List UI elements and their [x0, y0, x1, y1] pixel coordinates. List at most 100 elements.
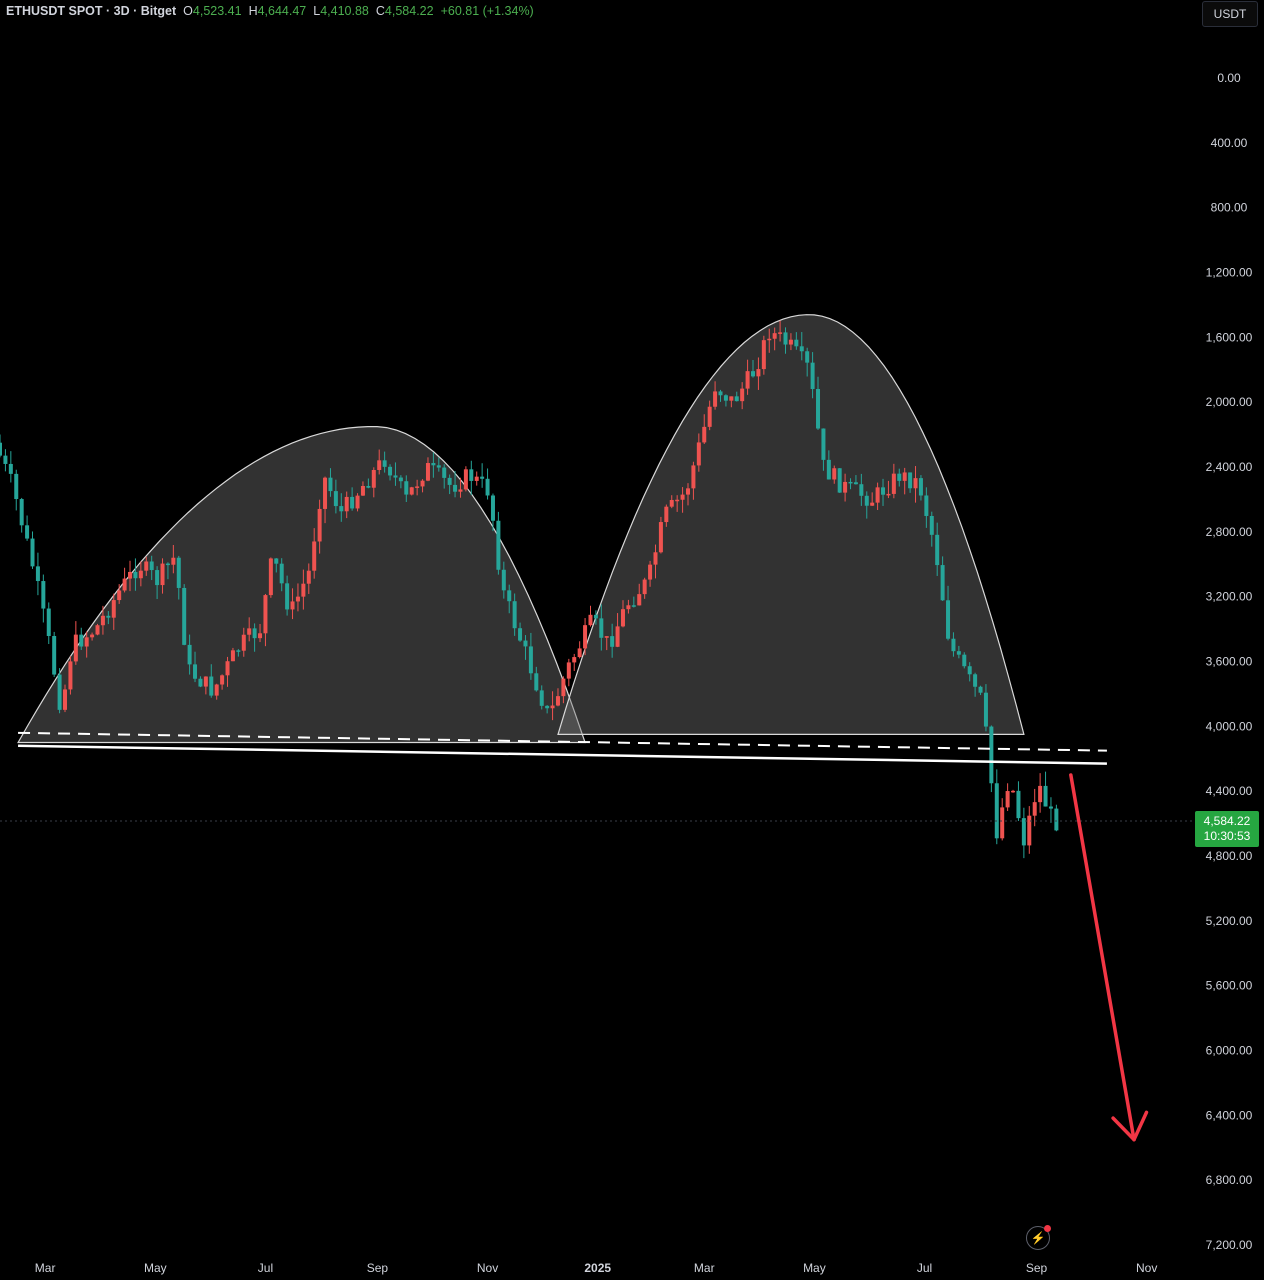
price-axis[interactable]: 0.00 400.00 800.00 1,200.00 1,600.00 2,000.00… [1206, 71, 1253, 1252]
open-label: O [183, 4, 193, 18]
candle-body [1038, 785, 1043, 803]
high-value: 4,644.47 [257, 4, 307, 18]
candle-body [604, 636, 609, 638]
candle-body [171, 557, 176, 565]
x-tick-label: Jul [258, 1261, 273, 1275]
x-tick-label: May [144, 1261, 167, 1275]
candle-body [545, 705, 550, 709]
candle-body [588, 614, 593, 626]
candle-body [702, 426, 707, 443]
x-tick-label: Sep [367, 1261, 389, 1275]
candle-body [214, 684, 219, 696]
candle-body [339, 506, 344, 512]
candle-body [79, 634, 84, 647]
candle-body [572, 657, 577, 663]
y-tick-label: 400.00 [1211, 136, 1248, 150]
candle-body [799, 346, 804, 352]
y-tick-label: 2,000.00 [1206, 395, 1253, 409]
candle-body [230, 650, 235, 662]
candle-body [620, 609, 625, 627]
candle-body [14, 473, 19, 500]
y-tick-label: 3,600.00 [1206, 655, 1253, 669]
candle-body [1043, 785, 1048, 807]
candle-body [63, 689, 68, 710]
open-value: 4,523.41 [192, 4, 242, 18]
candle-body [165, 563, 170, 566]
candle-body [3, 455, 8, 464]
candle-body [891, 473, 896, 494]
candle-body [73, 634, 78, 662]
candle-body [929, 515, 934, 535]
lightning-icon[interactable]: ⚡ [1026, 1225, 1051, 1250]
candle-body [951, 638, 956, 652]
candle-body [696, 442, 701, 466]
candle-body [946, 600, 951, 639]
candle-body [642, 579, 647, 595]
candle-body [794, 339, 799, 347]
arrow-head [1111, 1110, 1149, 1142]
candle-body [924, 495, 929, 516]
candle-body [312, 541, 317, 571]
candle-body [138, 570, 143, 579]
candle-body [295, 596, 300, 602]
candle-body [160, 563, 165, 586]
candle-body [323, 477, 328, 509]
candle-body [859, 484, 864, 496]
symbol-legend: ETHUSDT SPOT · 3D · Bitget O 4,523.41 H 4,… [6, 4, 534, 18]
candle-body [187, 644, 192, 665]
candle-body [740, 388, 745, 402]
candle-body [393, 475, 398, 478]
candle-body [382, 460, 387, 467]
y-tick-label: 800.00 [1211, 201, 1248, 215]
candle-body [1005, 791, 1010, 808]
candle-body [35, 566, 40, 582]
candle-body [306, 570, 311, 584]
candle-body [788, 339, 793, 345]
candle-body [90, 634, 95, 638]
candle-body [610, 636, 615, 647]
low-value: 4,410.88 [320, 4, 369, 18]
candle-body [366, 485, 371, 488]
candle-body [317, 508, 322, 542]
candle-body [474, 476, 479, 481]
candle-body [967, 666, 972, 675]
symbol-name[interactable]: ETHUSDT SPOT · 3D · Bitget [6, 4, 177, 18]
y-tick-label: 0.00 [1217, 71, 1241, 85]
candle-body [360, 485, 365, 496]
candle-body [756, 369, 761, 377]
candle-body [117, 590, 122, 601]
candle-body [68, 661, 73, 690]
candle-body [853, 482, 858, 485]
y-tick-label: 6,800.00 [1206, 1173, 1253, 1187]
candle-body [680, 494, 685, 500]
candle-body [864, 495, 869, 506]
y-tick-label: 5,600.00 [1206, 979, 1253, 993]
candle-body [718, 391, 723, 396]
projection-arrow [1069, 773, 1149, 1142]
candle-body [767, 338, 772, 341]
x-tick-label: Sep [1026, 1261, 1048, 1275]
candle-body [523, 640, 528, 647]
candle-body [843, 481, 848, 493]
y-tick-label: 1,600.00 [1206, 330, 1253, 344]
candle-body [675, 499, 680, 502]
candle-body [723, 395, 728, 401]
candle-body [57, 674, 62, 710]
candle-body [447, 477, 452, 485]
candle-body [290, 601, 295, 610]
currency-unit-button[interactable]: USDT [1202, 1, 1258, 27]
candle-body [442, 467, 447, 478]
candle-body [875, 487, 880, 503]
candle-body [501, 569, 506, 591]
candle-body [333, 491, 338, 507]
y-tick-label: 4,400.00 [1206, 784, 1253, 798]
candle-body [241, 634, 246, 651]
candle-body [897, 473, 902, 481]
y-tick-label: 1,200.00 [1206, 266, 1253, 280]
candle-body [301, 583, 306, 597]
time-axis[interactable]: Mar May Jul Sep Nov 2025 Mar May Jul Sep Nov [35, 1261, 1158, 1275]
candle-body [480, 476, 485, 479]
candle-body [1027, 815, 1032, 846]
candle-body [816, 389, 821, 429]
